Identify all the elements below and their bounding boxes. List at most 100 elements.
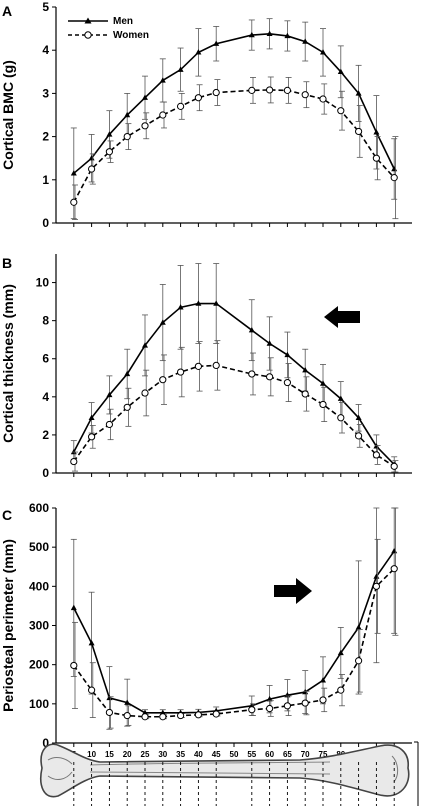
y-tick-label: 10	[36, 276, 50, 290]
data-point	[88, 414, 95, 420]
data-point	[70, 661, 78, 670]
data-point	[123, 133, 131, 141]
data-point	[266, 373, 274, 381]
left-arrow-icon	[324, 306, 360, 328]
data-point	[177, 304, 184, 310]
data-point	[337, 395, 344, 401]
panel-letter: A	[2, 3, 12, 19]
data-point	[302, 38, 309, 44]
x-tick-label: 15	[105, 750, 114, 759]
data-point	[248, 31, 255, 38]
data-point	[302, 366, 309, 373]
data-point	[106, 694, 113, 701]
y-tick-label: 5	[42, 0, 49, 14]
data-point	[319, 95, 327, 103]
data-point	[177, 368, 185, 376]
x-tick-label: 70	[301, 750, 310, 759]
data-point	[266, 86, 274, 94]
data-point	[248, 86, 256, 94]
data-point	[320, 49, 326, 55]
legend-men-label: Men	[113, 16, 133, 27]
data-point	[124, 699, 131, 705]
y-tick-label: 2	[42, 428, 49, 442]
x-tick-label: 65	[283, 750, 292, 759]
panel-a: A 0 1 2 3 4 5 Cortical BMC (g)	[0, 0, 412, 230]
data-point	[320, 380, 326, 386]
data-point	[88, 433, 96, 441]
data-point	[177, 711, 185, 720]
data-point	[105, 420, 114, 429]
y-tick-label: 200	[29, 658, 49, 672]
data-point	[123, 711, 131, 720]
data-point	[301, 91, 309, 99]
data-point	[337, 686, 345, 694]
series-line	[73, 302, 395, 465]
series-line	[73, 89, 395, 203]
y-axis-label: Periosteal perimeter (mm)	[0, 539, 16, 712]
x-tick-label: 40	[194, 750, 203, 759]
y-tick-label: 8	[42, 314, 49, 328]
data-point	[372, 154, 380, 162]
data-point	[390, 462, 398, 470]
y-tick-label: 2	[42, 130, 49, 144]
x-tick-label: 30	[158, 750, 167, 759]
data-point	[355, 624, 362, 630]
x-tick-label: 50	[230, 750, 239, 759]
series-women	[70, 340, 399, 473]
y-tick-label: 600	[29, 501, 49, 515]
data-point	[70, 170, 77, 176]
panel-letter: C	[2, 507, 12, 523]
series-line	[73, 568, 395, 718]
y-tick-label: 500	[29, 540, 49, 554]
y-tick-label: 4	[42, 390, 49, 404]
y-tick-label: 0	[42, 466, 49, 480]
panel-letter: B	[2, 255, 12, 271]
data-point	[70, 198, 78, 206]
legend-women-label: Women	[113, 30, 149, 41]
x-tick-label: 25	[141, 750, 150, 759]
data-point	[337, 649, 344, 656]
panel-c: C 0 100 200 300 400 500 600 Periosteal perimeter…	[0, 501, 412, 759]
data-point	[194, 362, 202, 370]
series-line	[73, 32, 395, 174]
data-point	[106, 131, 113, 137]
y-tick-label: 100	[29, 697, 49, 711]
data-point	[319, 400, 327, 409]
data-point	[88, 639, 95, 646]
data-point	[177, 102, 185, 110]
data-point	[283, 86, 291, 94]
data-point	[159, 713, 167, 721]
y-tick-label: 1	[42, 173, 49, 187]
data-point	[105, 148, 114, 156]
data-point	[283, 702, 291, 710]
y-axis-label: Cortical BMC (g)	[0, 60, 16, 170]
x-tick-label: 10	[87, 750, 96, 759]
data-point	[301, 699, 309, 707]
legend-women-marker	[84, 31, 92, 39]
x-tick-label: 20	[123, 750, 132, 759]
data-point	[355, 432, 363, 440]
series-men	[70, 18, 398, 220]
right-arrow-icon	[274, 578, 312, 604]
section-guides	[73, 762, 395, 806]
x-tick-label: 55	[247, 750, 256, 759]
data-point	[141, 389, 149, 397]
y-tick-label: 3	[42, 86, 49, 100]
y-tick-label: 0	[42, 216, 49, 230]
data-point	[355, 90, 362, 96]
data-point	[106, 391, 113, 398]
data-point	[195, 300, 202, 306]
data-point	[70, 604, 77, 611]
data-point	[159, 111, 167, 119]
x-tick-label: 60	[265, 750, 274, 759]
data-point	[177, 66, 184, 72]
data-point	[212, 710, 220, 718]
data-point	[159, 319, 166, 325]
data-point	[355, 127, 363, 136]
series-men	[70, 507, 398, 730]
data-point	[390, 565, 398, 573]
data-point	[213, 40, 220, 46]
data-point	[70, 457, 78, 466]
data-point	[124, 370, 131, 377]
data-point	[320, 677, 326, 683]
